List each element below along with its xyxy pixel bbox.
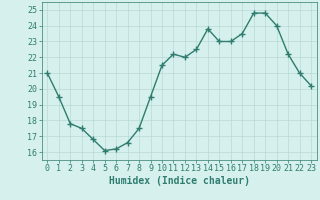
X-axis label: Humidex (Indice chaleur): Humidex (Indice chaleur) (109, 176, 250, 186)
